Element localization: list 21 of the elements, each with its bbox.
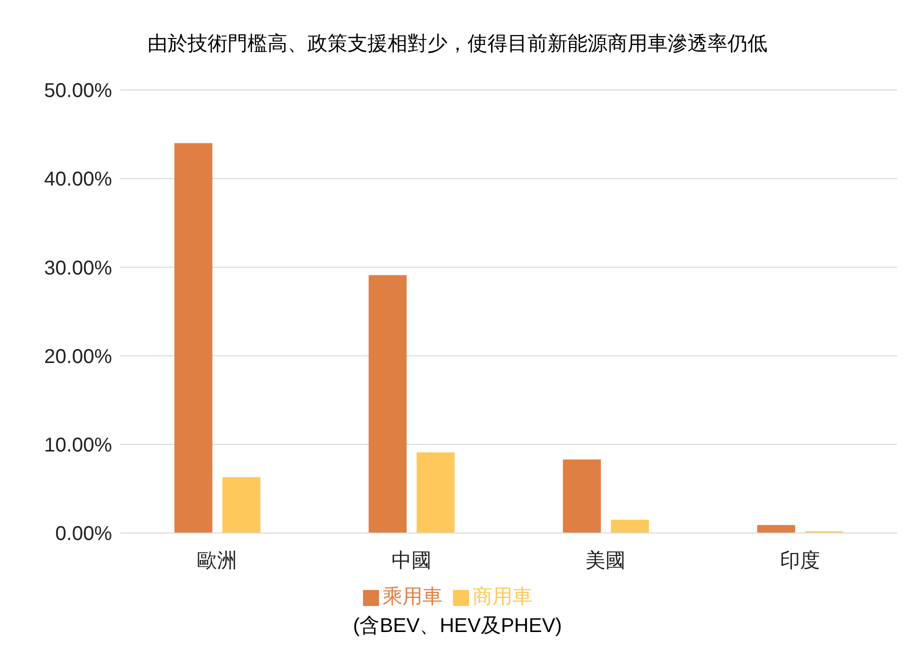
- x-tick-label: 美國: [586, 549, 626, 572]
- text: (含BEV、HEV及PHEV): [352, 614, 563, 639]
- bar: [757, 525, 796, 533]
- bar: [610, 520, 649, 533]
- y-tick-label: 50.00%: [44, 80, 112, 102]
- bar: [174, 143, 212, 533]
- legend-label: 乘用車: [382, 586, 442, 608]
- y-tick-label: 20.00%: [44, 346, 112, 368]
- legend-label: 商用車: [472, 586, 532, 608]
- x-tick-label: 中國: [391, 550, 432, 572]
- y-tick-label: 0.00%: [55, 523, 112, 546]
- y-tick-label: 40.00%: [44, 168, 112, 191]
- chart-title: 由於技術門檻高、政策支援相對少，使得目前新能源商用車滲透率仍低: [146, 32, 768, 57]
- bar: [562, 459, 601, 533]
- bar: [416, 452, 455, 533]
- x-tick-label: 印度: [780, 550, 820, 572]
- y-tick-label: 10.00%: [44, 434, 112, 456]
- bar: [368, 275, 407, 533]
- bar: [222, 477, 260, 533]
- y-tick-label: 30.00%: [44, 257, 112, 280]
- x-tick-label: 歐洲: [197, 550, 238, 572]
